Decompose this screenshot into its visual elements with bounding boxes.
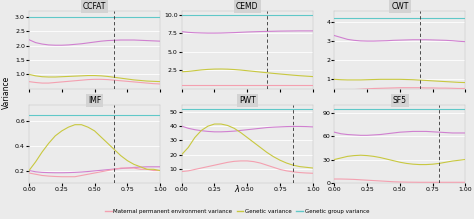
Title: CWT: CWT	[391, 2, 409, 11]
Text: Variance: Variance	[2, 75, 11, 109]
Legend: Maternal permanent environment variance, Genetic variance, Genetic group varianc: Maternal permanent environment variance,…	[103, 207, 371, 216]
Text: λ: λ	[235, 185, 239, 194]
Title: PWT: PWT	[239, 96, 255, 105]
Title: SF5: SF5	[393, 96, 407, 105]
Title: CCFAT: CCFAT	[83, 2, 106, 11]
Title: IMF: IMF	[88, 96, 101, 105]
Title: CEMD: CEMD	[236, 2, 258, 11]
